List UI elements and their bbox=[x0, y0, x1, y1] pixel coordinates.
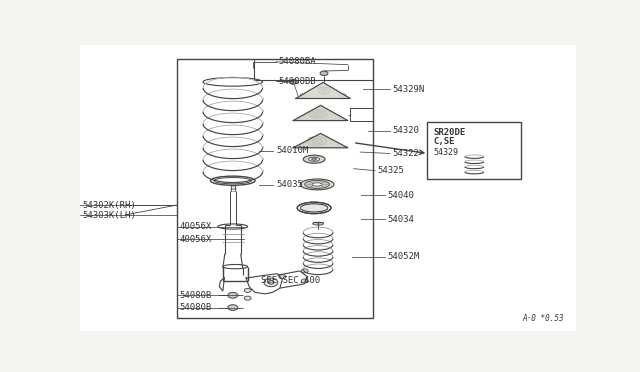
Text: A·0 *0.53: A·0 *0.53 bbox=[522, 314, 564, 323]
Ellipse shape bbox=[300, 204, 328, 212]
Ellipse shape bbox=[264, 278, 278, 287]
Ellipse shape bbox=[305, 180, 330, 189]
Ellipse shape bbox=[312, 183, 322, 186]
Bar bbox=[177, 59, 372, 318]
Circle shape bbox=[228, 305, 237, 311]
Text: 54329N: 54329N bbox=[392, 84, 425, 93]
Text: SEE SEC.400: SEE SEC.400 bbox=[261, 276, 320, 285]
Text: 54302K(RH): 54302K(RH) bbox=[83, 201, 136, 209]
Text: 54080BB: 54080BB bbox=[278, 77, 316, 86]
Polygon shape bbox=[293, 105, 348, 121]
Polygon shape bbox=[296, 83, 350, 99]
Circle shape bbox=[340, 94, 346, 97]
Circle shape bbox=[300, 94, 306, 97]
Text: 54035: 54035 bbox=[276, 180, 303, 189]
Text: 54010M: 54010M bbox=[276, 146, 308, 155]
Circle shape bbox=[301, 269, 308, 273]
Circle shape bbox=[289, 80, 297, 84]
Text: C,SE: C,SE bbox=[433, 137, 454, 146]
Text: 54322: 54322 bbox=[392, 149, 419, 158]
Ellipse shape bbox=[467, 156, 483, 160]
Ellipse shape bbox=[303, 155, 325, 163]
Ellipse shape bbox=[314, 112, 323, 116]
Bar bbox=[428, 122, 522, 179]
Circle shape bbox=[318, 87, 330, 94]
Circle shape bbox=[228, 292, 237, 298]
Bar bbox=[350, 108, 372, 121]
Circle shape bbox=[320, 71, 328, 76]
Ellipse shape bbox=[312, 139, 322, 144]
Ellipse shape bbox=[300, 179, 334, 190]
Text: 54325: 54325 bbox=[378, 166, 404, 175]
Circle shape bbox=[244, 288, 251, 292]
Polygon shape bbox=[293, 134, 348, 148]
Ellipse shape bbox=[308, 137, 326, 146]
Text: 40056X: 40056X bbox=[179, 235, 211, 244]
Text: 54040: 54040 bbox=[388, 190, 414, 199]
Text: 54080B: 54080B bbox=[179, 291, 211, 300]
Ellipse shape bbox=[268, 280, 274, 284]
Text: SR20DE: SR20DE bbox=[433, 128, 465, 137]
Ellipse shape bbox=[312, 222, 324, 225]
Text: 40056X: 40056X bbox=[179, 222, 211, 231]
Ellipse shape bbox=[309, 110, 327, 118]
Text: 54052M: 54052M bbox=[388, 252, 420, 261]
Ellipse shape bbox=[312, 158, 317, 160]
Circle shape bbox=[301, 279, 308, 283]
Text: 54320: 54320 bbox=[392, 126, 419, 135]
Text: 54303K(LH): 54303K(LH) bbox=[83, 211, 136, 219]
Text: 54080BA: 54080BA bbox=[278, 57, 316, 66]
Ellipse shape bbox=[308, 157, 319, 161]
Circle shape bbox=[279, 275, 286, 279]
Circle shape bbox=[244, 296, 251, 300]
Text: 54080B: 54080B bbox=[179, 303, 211, 312]
Text: 54329: 54329 bbox=[433, 148, 458, 157]
Text: 54034: 54034 bbox=[388, 215, 414, 224]
Circle shape bbox=[321, 89, 326, 92]
